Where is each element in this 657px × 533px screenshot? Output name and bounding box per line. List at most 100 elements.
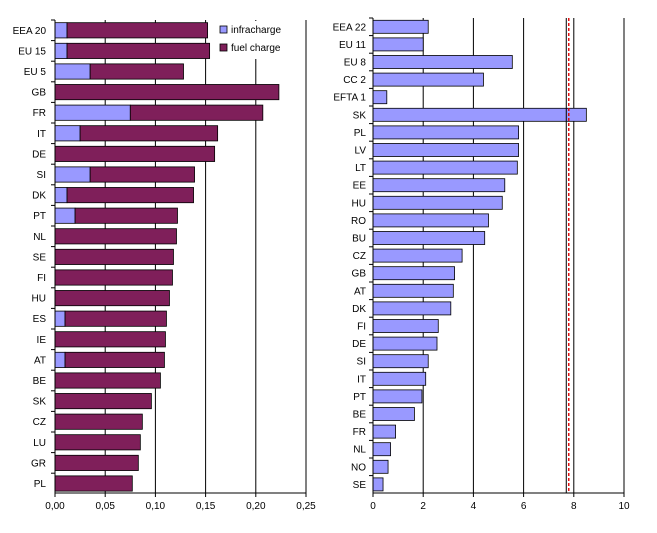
category-label: DE — [32, 149, 46, 160]
bar-eu-15-infracharge — [54, 42, 68, 59]
category-label: FR — [33, 108, 46, 119]
bar-ee-value — [372, 178, 506, 193]
bar-sk-fuel-charge — [54, 393, 152, 410]
x-tick-label: 0,15 — [196, 501, 216, 512]
category-label: NL — [33, 232, 46, 243]
category-label: EU 8 — [344, 58, 367, 69]
bar-it-value — [372, 371, 427, 386]
category-label: EFTA 1 — [333, 93, 366, 104]
chart-1: EEA 20 EU 15 EU 5 GB FR IT DE SI DK PT NL SE FI HU ES I… — [13, 19, 316, 512]
bar-eu-5-fuel-charge — [89, 63, 184, 80]
bar-se-value — [372, 477, 384, 492]
category-label: HU — [352, 198, 366, 209]
x-tick-label: 0,10 — [146, 501, 166, 512]
category-label: GB — [32, 88, 47, 99]
x-tick-label: 2 — [420, 501, 426, 512]
bar-pl-value — [372, 125, 519, 140]
x-tick-label: 0 — [370, 501, 376, 512]
bar-eu-15-fuel-charge — [66, 42, 211, 59]
category-label: ES — [33, 314, 47, 325]
category-label: BE — [353, 410, 367, 421]
category-label: EU 15 — [18, 46, 46, 57]
bar-nl-fuel-charge — [54, 228, 177, 245]
category-label: FI — [357, 322, 366, 333]
bar-ie-fuel-charge — [54, 331, 166, 348]
category-label: EU 5 — [24, 67, 47, 78]
bar-eu-8-value — [372, 55, 513, 69]
bar-fr-infracharge — [54, 104, 131, 121]
category-label: AT — [354, 286, 366, 297]
category-label: SI — [37, 170, 46, 181]
x-tick-label: 0,05 — [95, 501, 115, 512]
bar-si-infracharge — [54, 166, 91, 183]
legend: infracharge fuel charge — [216, 21, 304, 59]
legend-label-infracharge: infracharge — [231, 25, 281, 36]
category-label: FI — [37, 273, 46, 284]
category-label: IT — [357, 374, 366, 385]
bar-se-fuel-charge — [54, 248, 174, 265]
x-tick-label: 8 — [571, 501, 577, 512]
bar-pt-infracharge — [54, 207, 76, 224]
bar-gr-fuel-charge — [54, 454, 139, 471]
bar-lu-fuel-charge — [54, 434, 141, 451]
category-label: LU — [33, 438, 46, 449]
category-label: PL — [354, 128, 367, 139]
category-label: BE — [33, 376, 47, 387]
category-label: GR — [31, 458, 46, 469]
bar-pt-fuel-charge — [74, 207, 178, 224]
x-tick-label: 4 — [471, 501, 477, 512]
bar-pt-value — [372, 389, 423, 404]
category-label: AT — [34, 355, 46, 366]
category-label: SI — [357, 357, 366, 368]
category-label: NO — [351, 462, 366, 473]
category-label: HU — [32, 294, 46, 305]
category-label: NL — [353, 445, 366, 456]
category-label: LV — [355, 146, 367, 157]
category-label: SK — [353, 110, 367, 121]
bar-nl-value — [372, 442, 391, 457]
bar-lt-value — [372, 160, 518, 175]
category-label: SK — [33, 397, 47, 408]
category-label: GB — [352, 269, 367, 280]
category-label: IT — [37, 129, 46, 140]
bar-gb-value — [372, 266, 455, 281]
bar-at-fuel-charge — [64, 351, 165, 368]
bar-eu-11-value — [372, 37, 424, 52]
x-tick-label: 0,20 — [246, 501, 266, 512]
category-label: EEA 20 — [13, 26, 47, 37]
bar-pl-fuel-charge — [54, 475, 133, 492]
bar-dk-infracharge — [54, 187, 68, 204]
bar-eu-5-infracharge — [54, 63, 91, 80]
x-tick-label: 0,25 — [296, 501, 316, 512]
bar-it-fuel-charge — [79, 125, 219, 142]
legend-swatch-infracharge — [219, 25, 228, 34]
category-label: DK — [352, 304, 366, 315]
category-label: RO — [351, 216, 366, 227]
bar-be-value — [372, 407, 415, 421]
bar-eea-22-value — [372, 19, 429, 34]
bar-fr-fuel-charge — [129, 104, 264, 121]
category-label: CZ — [33, 417, 46, 428]
category-label: BU — [352, 234, 366, 245]
bar-at-value — [372, 283, 454, 298]
bar-it-infracharge — [54, 125, 81, 142]
bar-eea-20-infracharge — [54, 22, 68, 39]
bar-de-value — [372, 336, 438, 351]
category-label: EU 11 — [339, 40, 366, 51]
category-label: EE — [353, 181, 367, 192]
x-tick-label: 10 — [618, 501, 630, 512]
category-label: IE — [37, 335, 47, 346]
category-label: FR — [353, 427, 366, 438]
bar-gb-fuel-charge — [54, 84, 280, 101]
bar-be-fuel-charge — [54, 372, 161, 389]
x-tick-label: 6 — [521, 501, 527, 512]
category-label: EEA 22 — [333, 22, 367, 33]
bar-lv-value — [372, 143, 519, 157]
category-label: SE — [33, 252, 47, 263]
bar-at-infracharge — [54, 351, 66, 368]
bar-hu-fuel-charge — [54, 290, 170, 307]
category-label: SE — [353, 480, 367, 491]
bar-efta-1-value — [372, 90, 388, 105]
